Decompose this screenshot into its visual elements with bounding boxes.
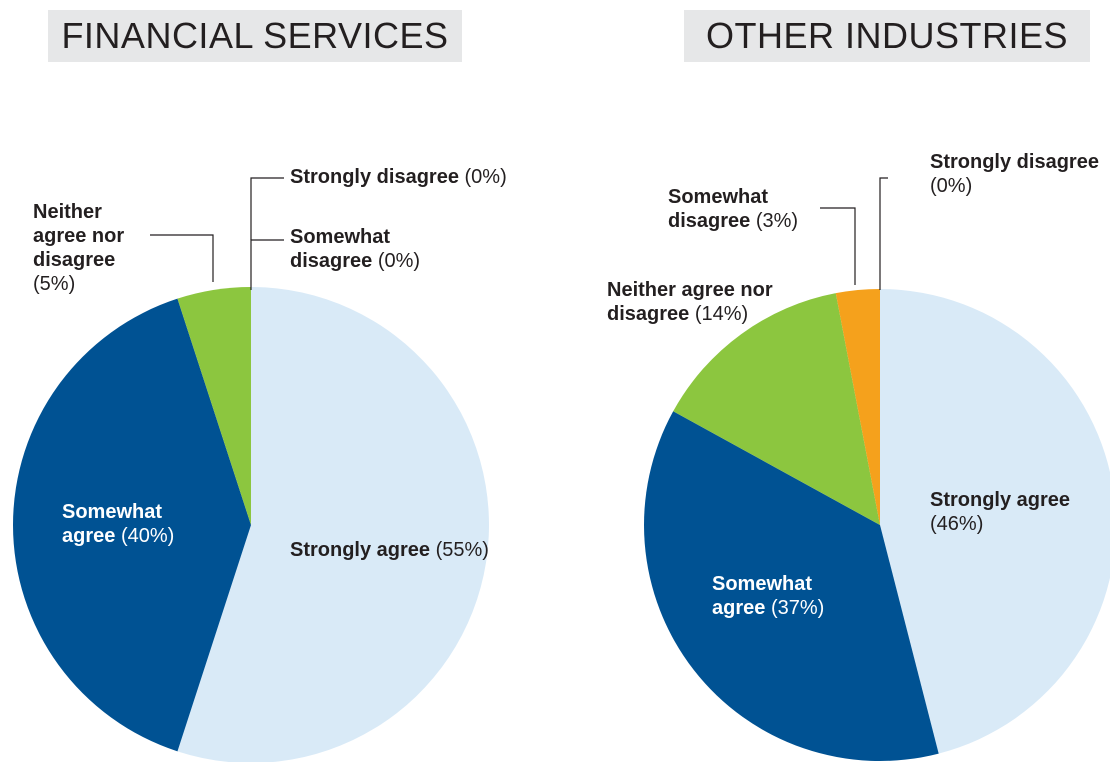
slice-label: Strongly disagree (0%) [290,165,560,189]
pie-slice [13,298,252,752]
category-label: Somewhat disagree [668,186,769,232]
category-label: Somewhat disagree [290,226,391,272]
category-label: Strongly agree [930,489,1071,511]
pie-slice [835,289,880,525]
category-label: Strongly agree [290,539,431,561]
slice-label: Neither agree nor disagree (14%) [607,278,792,326]
category-label: Neither agree nor disagree [33,201,125,271]
pie-slice [177,287,251,525]
value-label: (3%) [755,210,799,232]
chart-title: OTHER INDUSTRIES [684,10,1090,62]
slice-label: Somewhat agree (37%) [712,572,847,620]
value-label: (55%) [435,539,489,561]
callout-line [250,239,284,290]
slice-label: Strongly agree (55%) [290,538,490,562]
category-label: Strongly disagree [290,166,459,188]
slice-label: Somewhat agree (40%) [62,500,197,548]
pie-slice [177,287,489,762]
callout-line [250,177,284,240]
pie-slice [673,293,880,525]
pie-slice [644,411,939,761]
slice-label: Somewhat disagree (3%) [668,185,828,233]
slice-label: Strongly disagree (0%) [930,150,1100,198]
callout-line [820,207,856,285]
value-label: (40%) [120,525,175,547]
value-label: (14%) [694,303,749,325]
value-label: (0%) [930,175,973,197]
chart-title: FINANCIAL SERVICES [48,10,462,62]
value-label: (0%) [377,250,421,272]
pie-slice [880,289,1110,754]
slice-label: Strongly agree (46%) [930,488,1100,536]
category-label: Strongly disagree [930,151,1099,173]
value-label: (0%) [464,166,507,188]
category-label: Somewhat agree [62,501,163,547]
callout-line [150,234,214,282]
category-label: Neither agree nor disagree [607,279,773,325]
slice-label: Somewhat disagree (0%) [290,225,460,273]
callout-line [879,177,888,290]
value-label: (37%) [770,597,825,619]
category-label: Somewhat agree [712,573,813,619]
value-label: (46%) [930,513,984,535]
slice-label: Neither agree nor disagree (5%) [33,200,148,296]
value-label: (5%) [33,273,76,295]
